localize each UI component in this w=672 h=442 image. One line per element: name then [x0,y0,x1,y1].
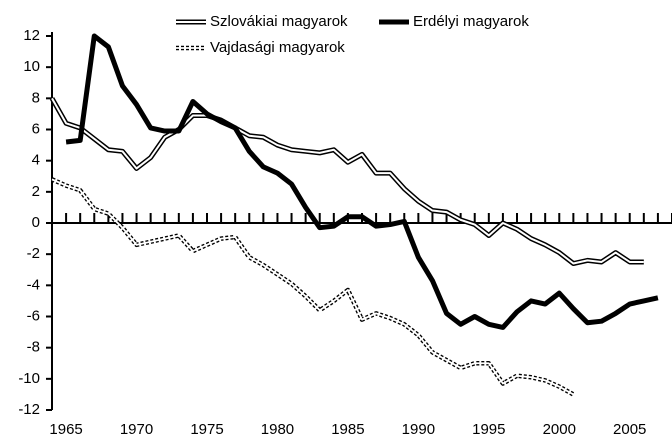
series-line-inner [51,178,574,396]
y-tick-label: -12 [18,401,40,418]
y-tick-label: 0 [32,214,40,231]
x-tick-label: 2005 [613,421,646,438]
y-tick-label: -10 [18,370,40,387]
y-tick-label: 4 [32,152,40,169]
y-tick-label: 2 [32,183,40,200]
y-tick-label: 12 [23,27,40,44]
series-line-inner [51,97,644,265]
y-tick-label: 6 [32,120,40,137]
x-tick-label: 1975 [190,421,223,438]
x-tick-label: 2000 [543,421,576,438]
legend-label: Erdélyi magyarok [413,13,529,30]
x-tick-label: 1985 [331,421,364,438]
x-tick-label: 1970 [120,421,153,438]
y-tick-label: -8 [27,339,40,356]
series-line [65,33,659,330]
y-tick-label: -2 [27,245,40,262]
legend-label: Vajdasági magyarok [210,39,345,56]
y-tick-label: -6 [27,307,40,324]
series-line [49,97,644,267]
x-tick-label: 1990 [402,421,435,438]
x-tick-label: 1995 [472,421,505,438]
x-tick-label: 1980 [261,421,294,438]
y-tick-label: 8 [32,89,40,106]
y-tick-label: -4 [27,276,40,293]
legend-label: Szlovákiai magyarok [210,13,348,30]
series-line [51,177,575,397]
x-tick-label: 1965 [49,421,82,438]
y-tick-label: 10 [23,58,40,75]
